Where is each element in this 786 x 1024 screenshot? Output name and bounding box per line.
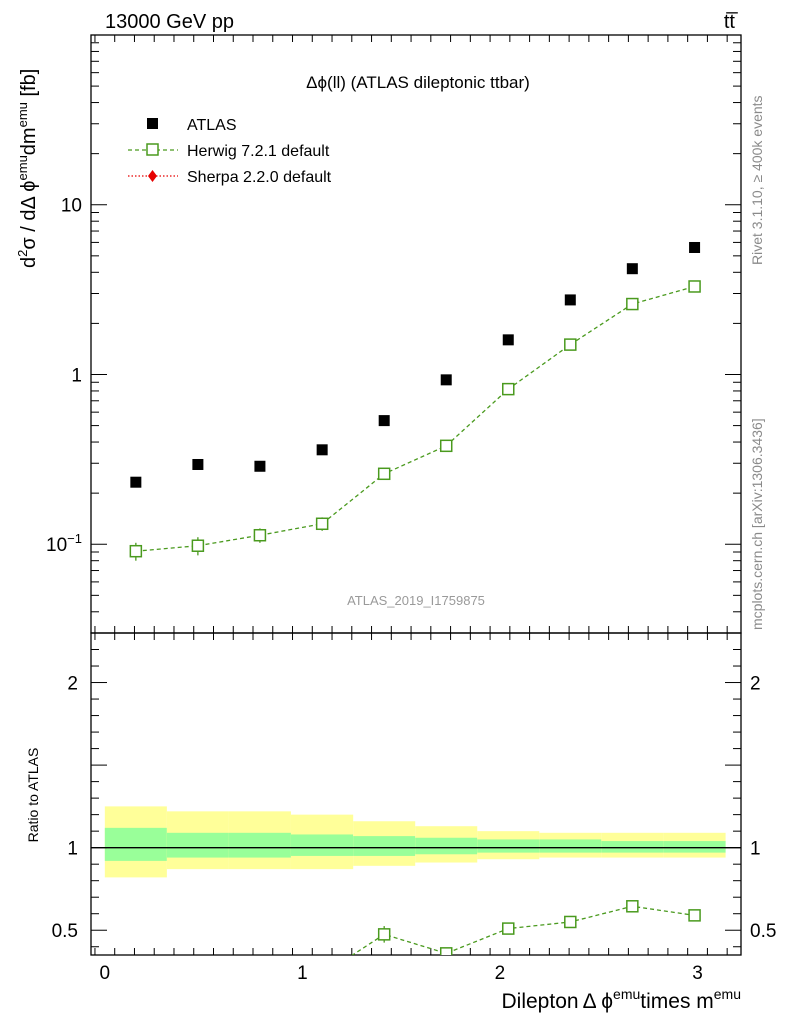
ratio-y-tick-label-right-1: 1	[750, 839, 761, 860]
atlas-point-7	[564, 294, 576, 306]
x-axis-label: Dilepton Δ ϕemutimes memu	[502, 986, 742, 1013]
x-tick-label-2: 2	[495, 963, 506, 984]
legend-item-herwig: Herwig 7.2.1 default	[128, 143, 330, 160]
herwig-line	[135, 285, 695, 552]
band-inner-7	[539, 839, 602, 853]
ratio-y-tick-label-left-1: 1	[67, 839, 78, 860]
legend-item-atlas: ATLAS	[147, 117, 237, 134]
ratio-y-tick-label-right-2: 2	[750, 674, 761, 695]
atlas-point-1	[192, 458, 204, 470]
header-left: 13000 GeV pp	[105, 11, 234, 33]
ratio-plot-frame	[90, 632, 742, 956]
herwig-ratio-point-3	[502, 922, 515, 935]
legend-item-sherpa: Sherpa 2.2.0 default	[128, 169, 332, 186]
band-inner-2	[228, 832, 291, 858]
band-inner-3	[290, 834, 354, 856]
herwig-ratio-point-5	[626, 900, 639, 913]
atlas-point-5	[440, 374, 452, 386]
atlas-point-9	[689, 241, 701, 253]
legend-label-atlas: ATLAS	[187, 117, 237, 134]
plot-title: Δϕ(ll) (ATLAS dileptonic ttbar)	[306, 73, 530, 92]
atlas-point-3	[316, 444, 328, 456]
herwig-point-5	[439, 439, 453, 453]
herwig-point-0	[129, 544, 143, 558]
mcplots-side-text: mcplots.cern.ch [arXiv:1306.3436]	[749, 418, 765, 630]
analysis-watermark: ATLAS_2019_I1759875	[347, 593, 485, 608]
herwig-ratio-point-2	[439, 947, 453, 955]
herwig-point-7	[564, 338, 577, 351]
band-inner-5	[415, 837, 478, 855]
ratio-y-tick-label-right-0: 0.5	[750, 921, 776, 942]
ratio-y-tick-label-left-0: 0.5	[52, 921, 78, 942]
herwig-ratio-point-4	[564, 915, 577, 929]
ratio-y-tick-labels: 0.5 0.5 1 1 2 2	[52, 674, 777, 943]
rivet-side-text: Rivet 3.1.10, ≥ 400k events	[749, 95, 765, 265]
x-tick-label-1: 1	[297, 963, 308, 984]
atlas-point-0	[130, 476, 142, 488]
ratio-y-axis-label: Ratio to ATLAS	[25, 748, 41, 843]
herwig-point-9	[688, 280, 701, 293]
herwig-point-1	[191, 539, 205, 552]
herwig-point-3	[315, 517, 329, 531]
atlas-point-6	[502, 334, 514, 346]
band-inner-6	[477, 839, 540, 853]
herwig-point-6	[502, 382, 515, 396]
band-inner-0	[104, 827, 167, 861]
legend-label-sherpa: Sherpa 2.2.0 default	[187, 169, 332, 186]
legend: ATLAS Herwig 7.2.1 default Sherpa 2.2.0 …	[128, 117, 332, 186]
band-inner-4	[353, 836, 416, 856]
herwig-ratio-point-0	[317, 969, 328, 980]
herwig-ratio-point-1	[377, 928, 391, 941]
uncertainty-bands	[104, 806, 726, 878]
herwig-ratio-point-6	[688, 909, 701, 922]
main-y-tick-labels: 10−1 1 10	[46, 196, 82, 556]
band-inner-8	[601, 841, 664, 853]
x-tick-label-3: 3	[692, 963, 703, 984]
x-tick-label-0: 0	[100, 963, 111, 984]
band-inner-9	[663, 841, 726, 853]
atlas-point-4	[378, 415, 390, 427]
header-right: tt̅	[724, 11, 738, 33]
ratio-data-series	[317, 900, 701, 980]
main-y-tick-label-1: 1	[71, 365, 82, 386]
legend-label-herwig: Herwig 7.2.1 default	[187, 143, 330, 160]
x-tick-labels: 0 1 2 3	[100, 963, 703, 984]
herwig-point-2	[253, 528, 267, 542]
axis-ticks	[91, 34, 741, 955]
ratio-y-tick-label-left-2: 2	[67, 674, 78, 695]
main-y-axis-label: d2σ / dΔ ϕemudmemu [fb]	[15, 69, 40, 268]
main-y-tick-label-0: 10−1	[46, 531, 82, 556]
herwig-point-4	[377, 467, 391, 481]
main-y-tick-label-2: 10	[61, 196, 82, 217]
atlas-point-8	[626, 263, 638, 275]
herwig-point-8	[626, 297, 639, 311]
band-inner-1	[166, 832, 229, 858]
atlas-point-2	[254, 460, 266, 472]
main-data-series	[129, 241, 701, 561]
